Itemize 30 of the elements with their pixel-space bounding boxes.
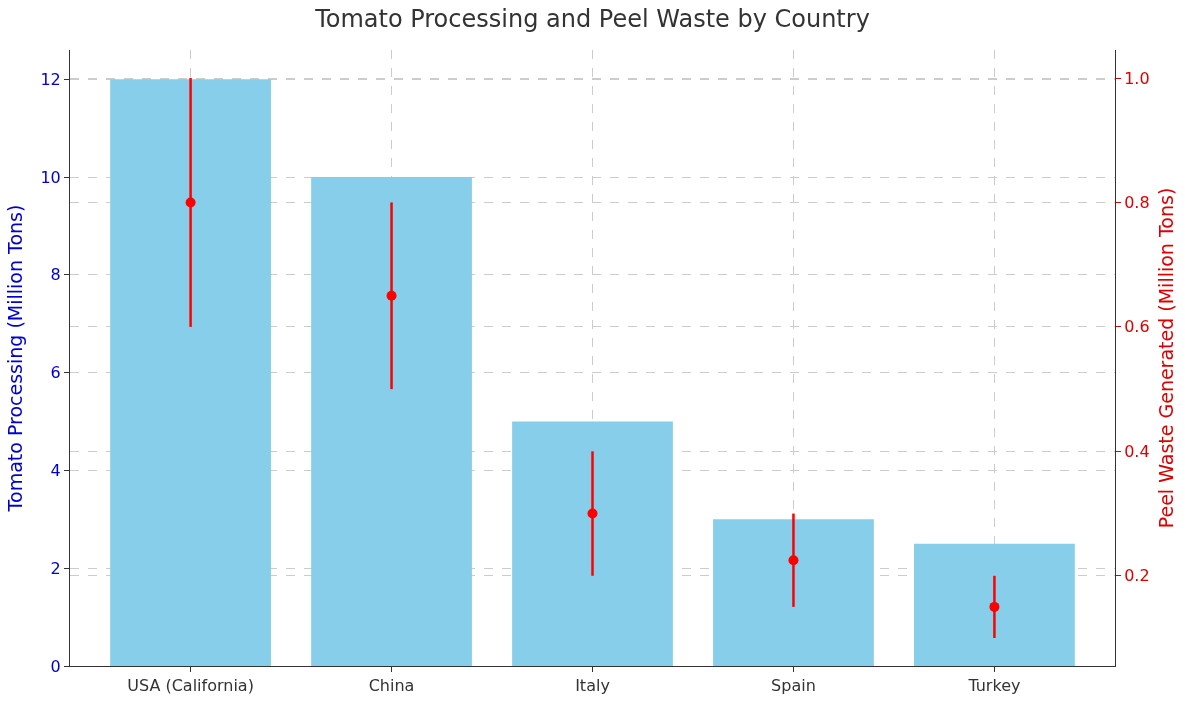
y-tick-label: 2 bbox=[50, 558, 61, 578]
y-tick-label: 0 bbox=[50, 656, 61, 676]
point bbox=[185, 197, 196, 208]
x-tick-label: Turkey bbox=[967, 676, 1021, 696]
y-tick-label: 8 bbox=[50, 265, 61, 285]
bar bbox=[512, 421, 673, 666]
bar bbox=[713, 519, 874, 666]
x-tick-label: USA (California) bbox=[127, 676, 254, 696]
y2-tick-label: 1.0 bbox=[1124, 68, 1150, 88]
y-tick-label: 4 bbox=[50, 461, 61, 481]
point bbox=[989, 601, 1000, 612]
y-axis-title: Tomato Processing (Million Tons) bbox=[4, 204, 26, 513]
point bbox=[587, 508, 598, 519]
point bbox=[788, 555, 799, 566]
bar bbox=[110, 79, 271, 666]
y2-tick-label: 0.6 bbox=[1124, 317, 1150, 337]
y2-tick-label: 0.4 bbox=[1124, 441, 1150, 461]
x-tick-label: Spain bbox=[771, 676, 816, 696]
x-tick-label: China bbox=[368, 676, 415, 696]
x-tick-label: Italy bbox=[575, 676, 610, 696]
bar bbox=[914, 543, 1075, 666]
chart-title: Tomato Processing and Peel Waste by Country bbox=[314, 5, 870, 34]
point bbox=[386, 290, 397, 301]
y-tick-label: 12 bbox=[40, 69, 61, 89]
bar bbox=[311, 177, 472, 666]
y2-tick-label: 0.8 bbox=[1124, 193, 1150, 213]
y-tick-label: 6 bbox=[50, 363, 61, 383]
y2-axis-title: Peel Waste Generated (Million Tons) bbox=[1154, 187, 1177, 529]
y2-tick-label: 0.2 bbox=[1124, 566, 1150, 586]
y-tick-label: 10 bbox=[40, 167, 61, 187]
